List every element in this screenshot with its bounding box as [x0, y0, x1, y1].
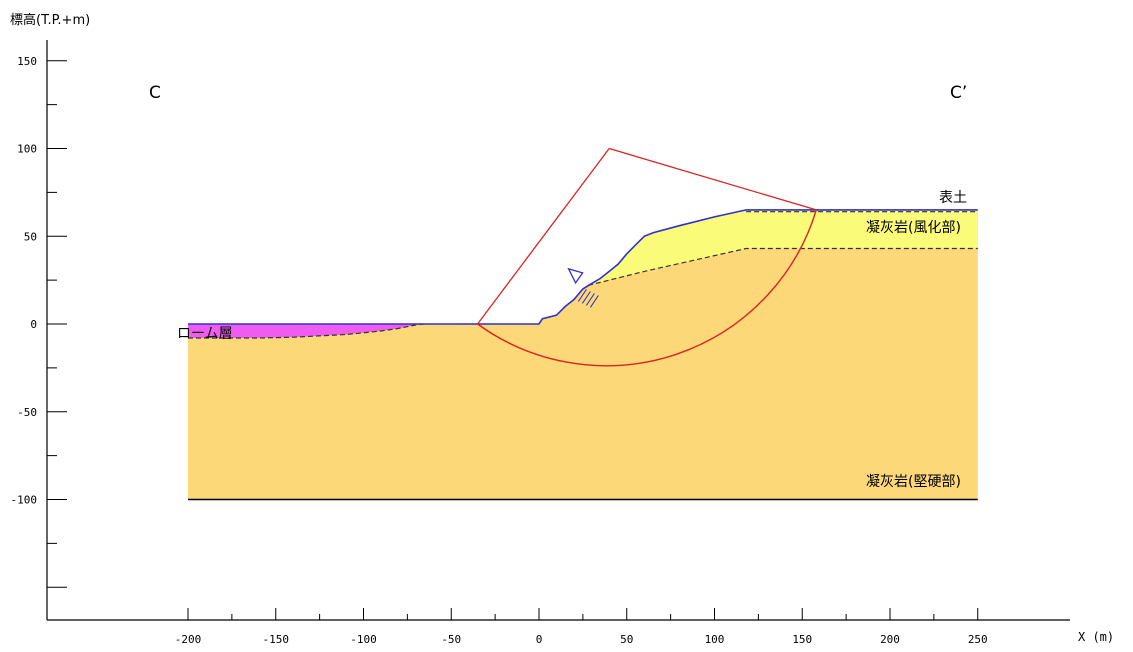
ground-surface-line	[188, 209, 978, 325]
layer-label-hard-tuff: 凝灰岩(堅硬部)	[866, 474, 961, 490]
x-tick-label: 150	[792, 633, 812, 646]
x-tick-label: -150	[263, 633, 290, 646]
slip-radius-left	[477, 148, 610, 325]
y-tick-label: -50	[17, 406, 37, 419]
y-tick-label: 150	[17, 55, 37, 68]
x-tick-label: 0	[536, 633, 543, 646]
layer-hard-tuff	[188, 209, 978, 500]
y-tick-label: 0	[30, 318, 37, 331]
water-level-marker	[567, 267, 584, 285]
hatch-mark	[581, 291, 591, 304]
x-tick-label: -200	[175, 633, 202, 646]
x-tick-label: 50	[620, 633, 633, 646]
layer-loam	[188, 324, 425, 338]
loam-base-line	[188, 323, 425, 339]
x-tick-label: 250	[968, 633, 988, 646]
x-tick-label: -50	[441, 633, 461, 646]
layer-label-topsoil: 表土	[939, 190, 967, 206]
section-label-right: C’	[950, 83, 967, 103]
slip-radius-right	[609, 147, 817, 211]
hatch-mark	[585, 293, 595, 306]
y-tick-label: 50	[24, 230, 37, 243]
layer-hard-tuff-group	[188, 209, 978, 500]
x-tick-label: -100	[350, 633, 377, 646]
weathered-base-line	[587, 247, 978, 286]
layer-weathered-tuff	[588, 209, 978, 286]
layer-weathered-group	[588, 209, 978, 286]
y-tick-label: 100	[17, 143, 37, 156]
boundary-lines-group	[188, 209, 978, 501]
hatch-mark	[589, 295, 599, 308]
layer-label-weathered-tuff: 凝灰岩(風化部)	[866, 220, 961, 236]
x-tick-label: 200	[880, 633, 900, 646]
slip-circle-group	[477, 147, 817, 367]
x-axis-title: X (m)	[1078, 630, 1114, 644]
layer-loam-group	[188, 324, 425, 338]
x-tick-label: 100	[705, 633, 725, 646]
y-axis-title: 標高(T.P.+m)	[10, 12, 90, 28]
layer-label-loam: ローム層	[177, 326, 233, 342]
hatch-mark	[577, 289, 587, 302]
section-label-left: C	[149, 83, 161, 103]
axes-group: 150 100 50 0 -50 -100 -200 -150 -100 -50 0 50 100 150…	[11, 40, 1070, 646]
y-tick-label: -100	[11, 494, 38, 507]
slip-circle-arc	[477, 209, 817, 367]
